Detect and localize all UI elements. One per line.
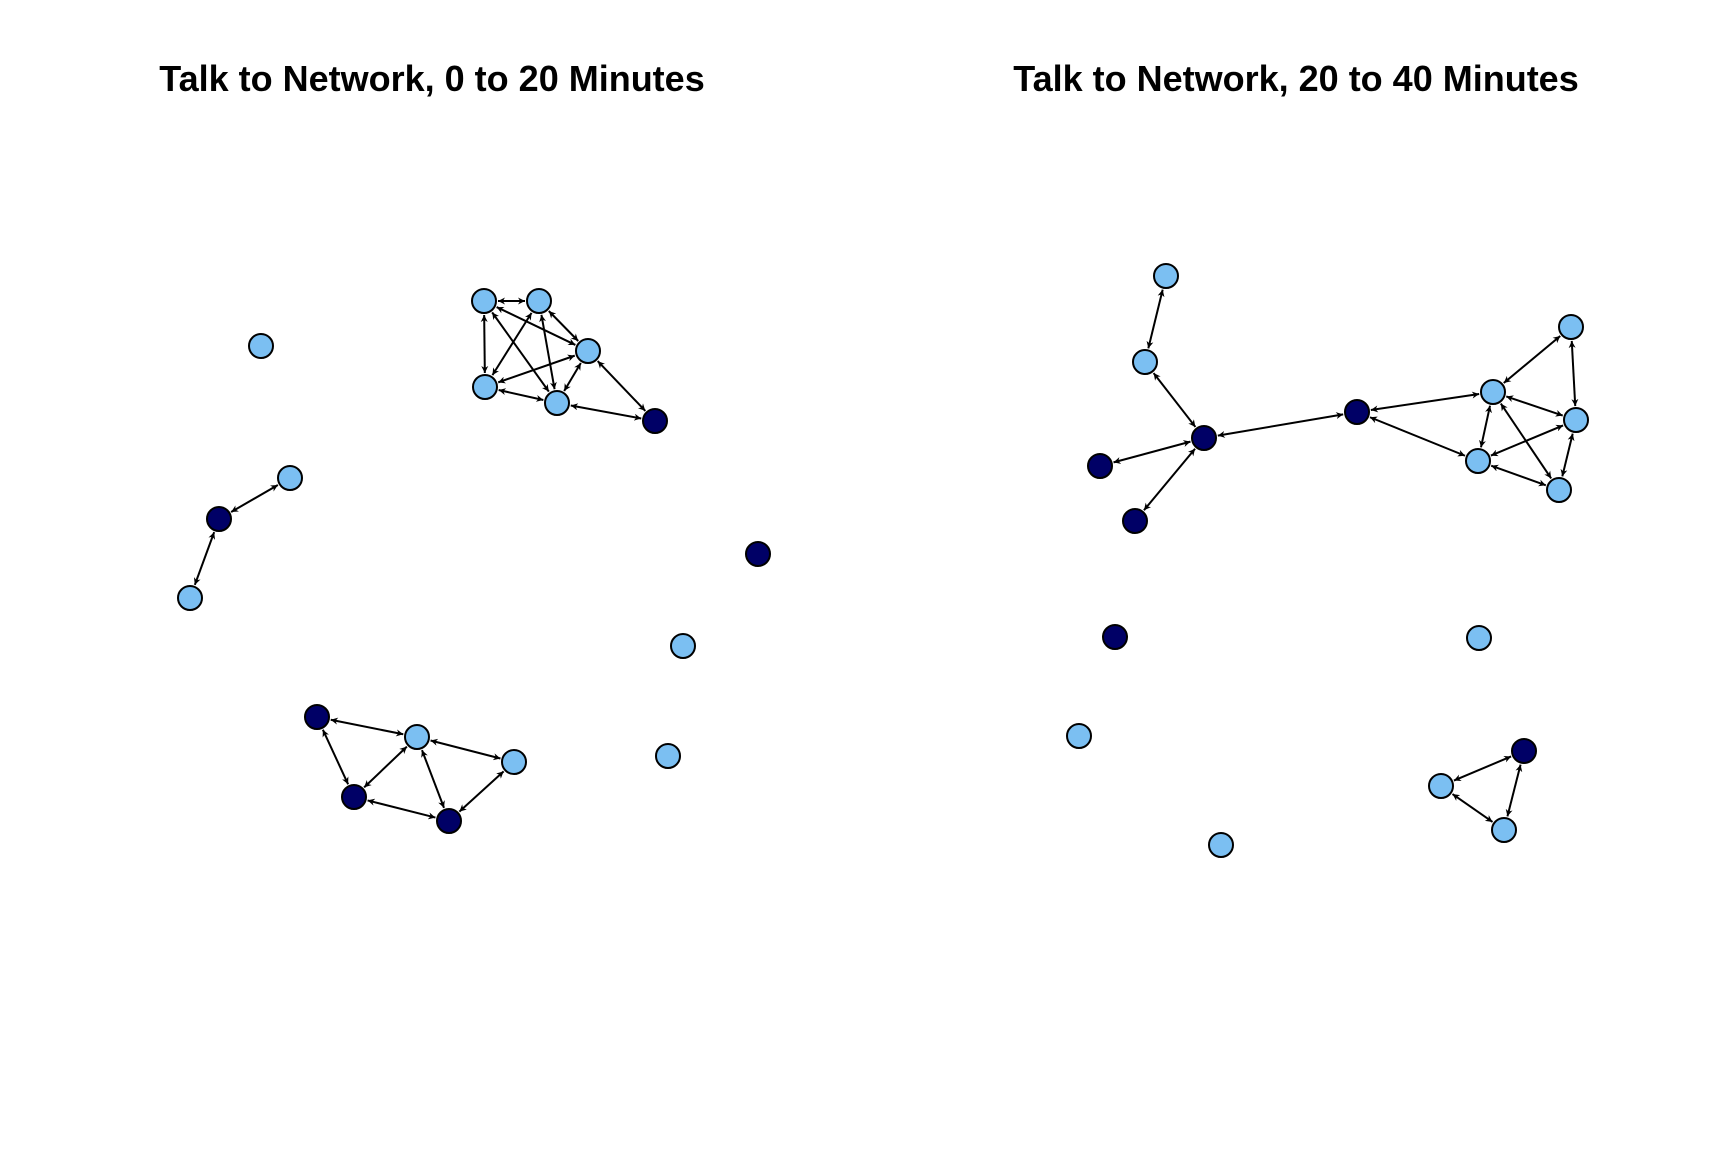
node-h1 — [1102, 624, 1128, 650]
edge-e2-e3 — [363, 745, 408, 789]
edge-a3-a4 — [497, 354, 576, 384]
node-g4 — [1465, 448, 1491, 474]
edge-a3-a5 — [563, 362, 582, 392]
node-k1 — [1208, 832, 1234, 858]
network-panel-0-20: Talk to Network, 0 to 20 Minutes — [159, 58, 771, 834]
edge-a4-a5 — [498, 388, 544, 402]
node-d2 — [670, 633, 696, 659]
node-d1 — [745, 541, 771, 567]
edge-l2-l3 — [1451, 793, 1494, 823]
edge-f6-g4 — [1369, 416, 1466, 457]
node-f3 — [1191, 425, 1217, 451]
node-e1 — [304, 704, 330, 730]
node-l2 — [1428, 773, 1454, 799]
node-c3 — [177, 585, 203, 611]
node-g5 — [1546, 477, 1572, 503]
edge-g4-g5 — [1490, 464, 1547, 487]
edge-g1-g2 — [1503, 335, 1561, 384]
edge-e3-e4 — [367, 798, 436, 820]
edge-e4-e5 — [458, 770, 505, 813]
panel-title: Talk to Network, 0 to 20 Minutes — [159, 58, 705, 99]
node-f2 — [1132, 349, 1158, 375]
node-l1 — [1511, 738, 1537, 764]
edge-g2-g3 — [1505, 395, 1564, 417]
node-f5 — [1122, 508, 1148, 534]
network-panel-20-40: Talk to Network, 20 to 40 Minutes — [864, 0, 1728, 1152]
network-graph — [1066, 263, 1589, 858]
node-g2 — [1480, 379, 1506, 405]
node-b1 — [248, 333, 274, 359]
node-l3 — [1491, 817, 1517, 843]
node-f1 — [1153, 263, 1179, 289]
edge-e2-e5 — [430, 738, 501, 761]
node-f4 — [1087, 453, 1113, 479]
edge-a1-a5 — [491, 311, 550, 393]
edge-a1-a4 — [480, 314, 489, 374]
edge-g3-g4 — [1490, 424, 1564, 457]
node-a6 — [642, 408, 668, 434]
edge-g1-g3 — [1568, 340, 1579, 407]
edge-f6-g2 — [1370, 391, 1480, 413]
node-i1 — [1466, 625, 1492, 651]
node-c2 — [206, 506, 232, 532]
edge-f3-f5 — [1143, 448, 1196, 511]
node-a2 — [526, 288, 552, 314]
node-a3 — [575, 338, 601, 364]
edge-f3-f4 — [1113, 440, 1191, 464]
edge-e1-e3 — [321, 729, 350, 785]
edge-a3-a6 — [596, 360, 647, 412]
node-e3 — [341, 784, 367, 810]
edge-f3-f6 — [1217, 412, 1344, 438]
edge-c1-c2 — [230, 484, 279, 513]
node-g1 — [1558, 314, 1584, 340]
edge-f2-f3 — [1152, 372, 1197, 428]
edge-a2-a5 — [539, 314, 557, 390]
node-e4 — [436, 808, 462, 834]
edge-a2-a3 — [548, 310, 579, 342]
edge-a5-a6 — [570, 403, 642, 421]
edge-c2-c3 — [193, 531, 216, 586]
edge-g3-g5 — [1560, 433, 1575, 477]
edge-g2-g4 — [1479, 405, 1492, 448]
edge-e2-e4 — [421, 749, 445, 809]
edge-e1-e2 — [330, 717, 404, 737]
node-g3 — [1563, 407, 1589, 433]
panel-title: Talk to Network, 20 to 40 Minutes — [1013, 58, 1579, 99]
node-a1 — [471, 288, 497, 314]
node-c1 — [277, 465, 303, 491]
edge-f1-f2 — [1146, 289, 1165, 349]
node-a4 — [472, 374, 498, 400]
network-graph — [177, 288, 771, 834]
edge-l1-l3 — [1505, 764, 1523, 817]
node-f6 — [1344, 399, 1370, 425]
edge-l1-l2 — [1453, 755, 1512, 782]
node-d3 — [655, 743, 681, 769]
node-a5 — [544, 390, 570, 416]
node-e5 — [501, 749, 527, 775]
node-j1 — [1066, 723, 1092, 749]
node-e2 — [404, 724, 430, 750]
